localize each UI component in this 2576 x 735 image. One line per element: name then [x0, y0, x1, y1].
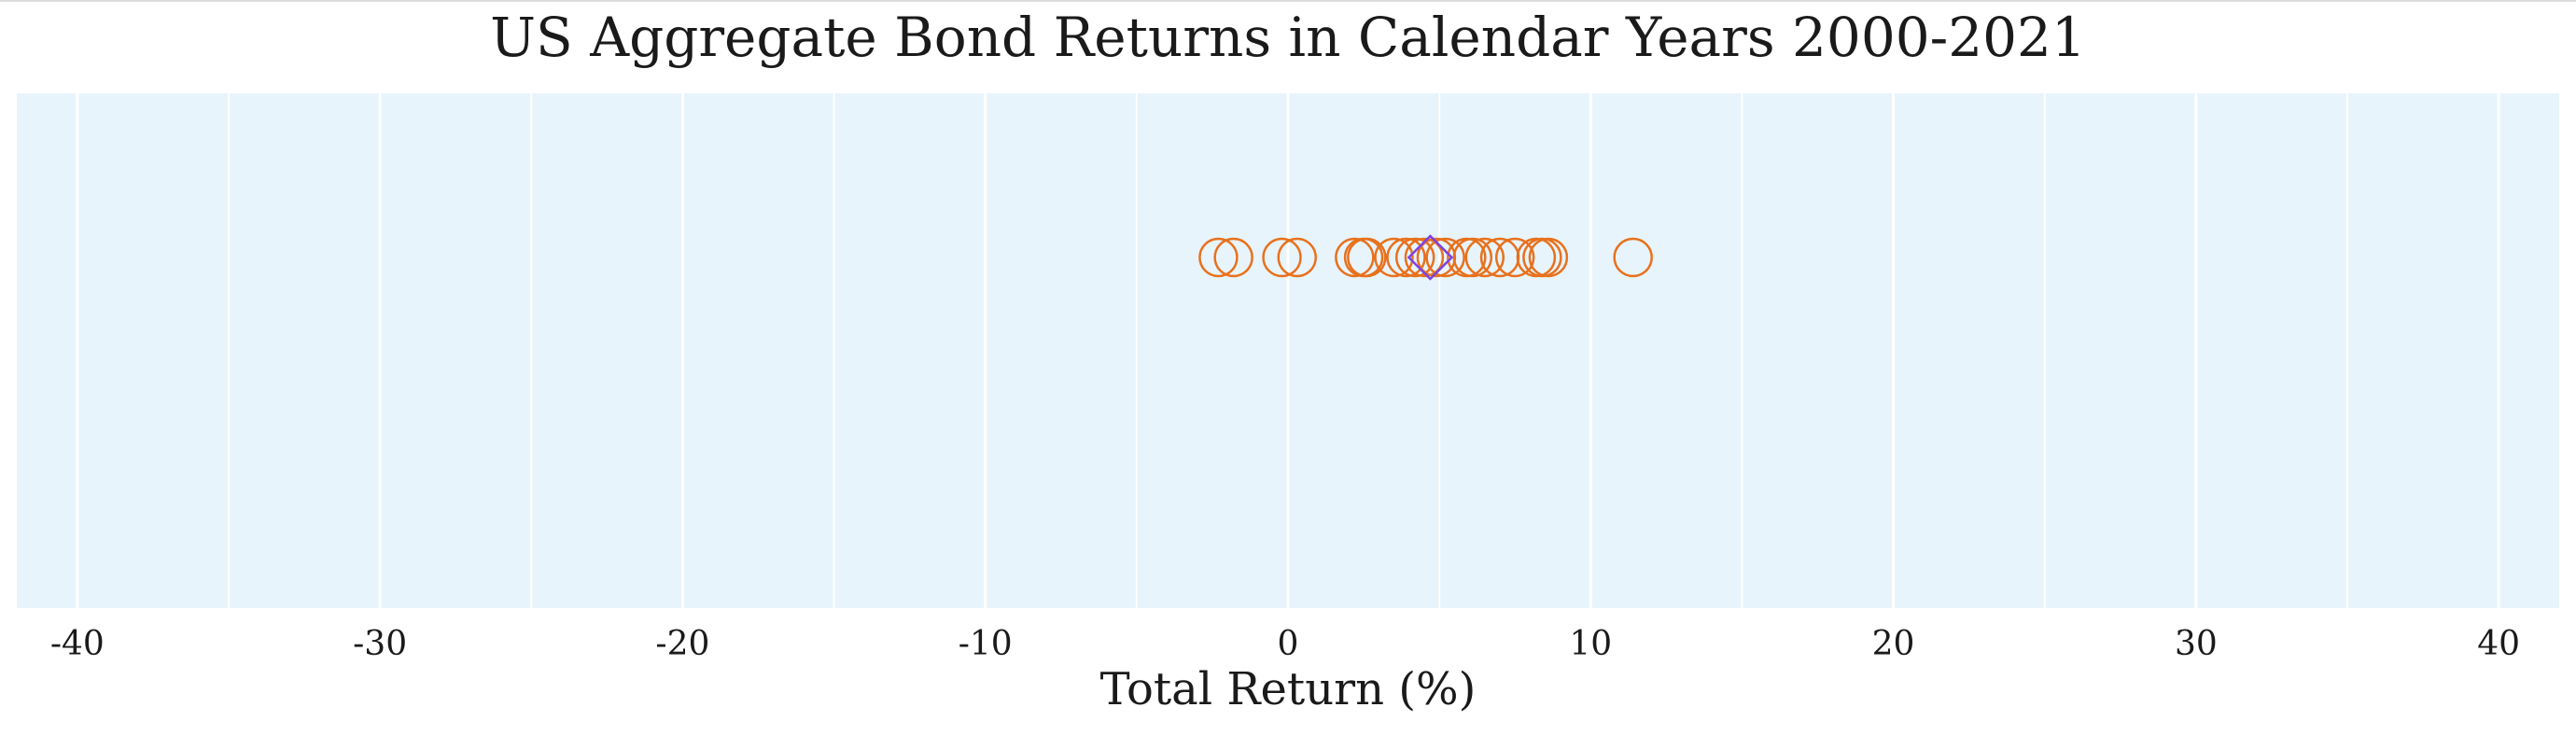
data-point	[1262, 237, 1302, 278]
x-tick-label: -40	[50, 625, 105, 663]
x-tick-label: 40	[2477, 625, 2520, 663]
x-tick-label: -20	[655, 625, 709, 663]
data-point	[1198, 237, 1239, 278]
x-tick-label: 10	[1569, 625, 1612, 663]
x-tick-label: -30	[353, 625, 407, 663]
data-point	[1335, 237, 1375, 278]
data-point	[1213, 237, 1253, 278]
data-point	[1374, 237, 1414, 278]
x-tick-label: 20	[1872, 625, 1915, 663]
data-point	[1277, 237, 1317, 278]
x-axis-label: Total Return (%)	[1100, 663, 1477, 715]
x-tick-labels: -40 -30 -20 -10 0 10 20 30 40	[50, 625, 2520, 663]
data-point	[1613, 237, 1653, 278]
data-point	[1452, 237, 1493, 278]
mean-marker	[1407, 234, 1454, 281]
data-point	[1425, 237, 1465, 278]
data-point	[1404, 237, 1445, 278]
chart-title: US Aggregate Bond Returns in Calendar Ye…	[490, 6, 2086, 69]
data-point	[1528, 237, 1569, 278]
x-tick-label: 30	[2175, 625, 2218, 663]
data-point	[1494, 237, 1535, 278]
data-points	[1198, 234, 1653, 281]
grid-lines	[76, 93, 2500, 608]
data-point	[1386, 237, 1426, 278]
data-point	[1464, 237, 1505, 278]
x-tick-label: -10	[959, 625, 1013, 663]
data-point	[1394, 237, 1435, 278]
data-point	[1347, 237, 1387, 278]
x-tick-label: 0	[1278, 625, 1299, 663]
